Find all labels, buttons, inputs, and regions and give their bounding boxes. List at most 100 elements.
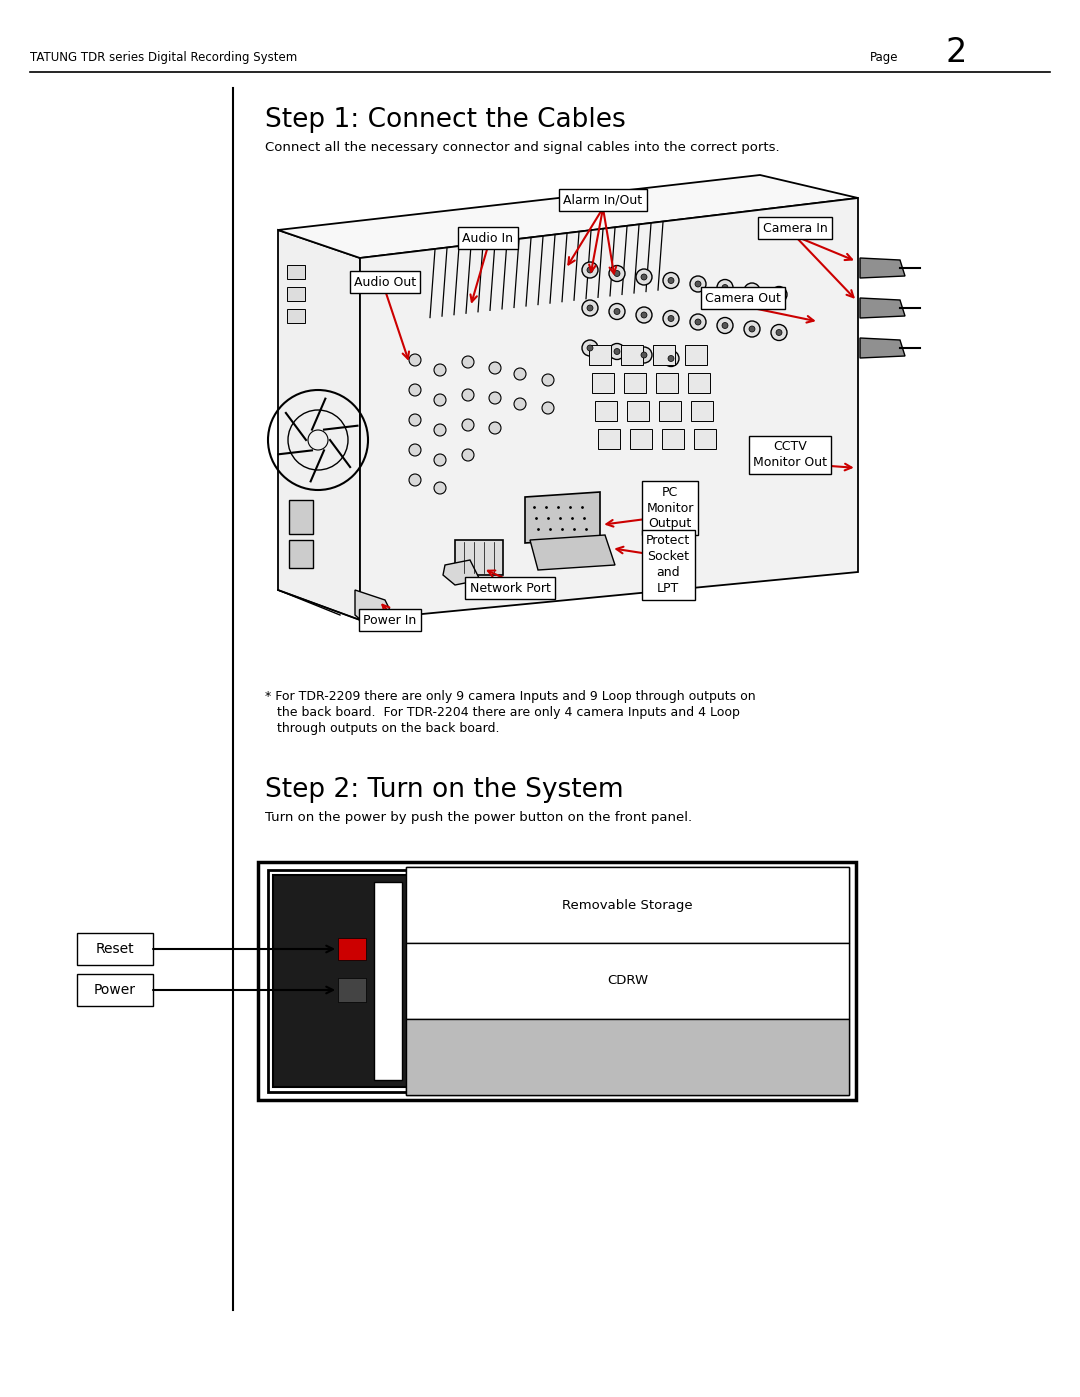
Circle shape [636, 307, 652, 323]
Circle shape [744, 321, 760, 337]
Circle shape [663, 310, 679, 327]
Circle shape [588, 305, 593, 312]
Circle shape [690, 314, 706, 330]
Bar [589, 345, 611, 365]
Text: CDRW: CDRW [607, 975, 648, 988]
Text: Network Port: Network Port [470, 581, 551, 595]
Circle shape [750, 326, 755, 332]
Circle shape [609, 303, 625, 320]
Circle shape [434, 482, 446, 495]
Text: Audio In: Audio In [462, 232, 513, 244]
Circle shape [642, 274, 647, 279]
Circle shape [489, 422, 501, 434]
Circle shape [462, 448, 474, 461]
Polygon shape [860, 298, 905, 319]
Bar [691, 401, 713, 420]
Circle shape [750, 288, 755, 293]
Circle shape [771, 286, 787, 303]
Circle shape [717, 317, 733, 334]
Circle shape [696, 281, 701, 286]
Circle shape [642, 312, 647, 319]
Circle shape [615, 348, 620, 355]
Bar [338, 978, 366, 1002]
Bar [627, 401, 649, 420]
Text: Camera Out: Camera Out [705, 292, 781, 305]
Text: Step 2: Turn on the System: Step 2: Turn on the System [265, 777, 623, 803]
Bar [77, 933, 153, 965]
Bar [406, 868, 849, 1095]
Circle shape [609, 265, 625, 282]
Circle shape [717, 279, 733, 296]
Circle shape [690, 277, 706, 292]
Bar [624, 373, 646, 393]
Circle shape [489, 393, 501, 404]
Circle shape [642, 352, 647, 358]
Bar [406, 943, 849, 1018]
Text: * For TDR-2209 there are only 9 camera Inputs and 9 Loop through outputs on: * For TDR-2209 there are only 9 camera I… [265, 690, 756, 703]
Circle shape [489, 362, 501, 374]
Text: PC
Monitor
Output: PC Monitor Output [646, 486, 693, 531]
Circle shape [582, 263, 598, 278]
Text: Removable Storage: Removable Storage [563, 898, 692, 911]
Polygon shape [530, 535, 615, 570]
Circle shape [409, 384, 421, 395]
Bar [688, 373, 710, 393]
Circle shape [777, 292, 782, 298]
Text: Step 1: Connect the Cables: Step 1: Connect the Cables [265, 108, 625, 133]
Bar [630, 429, 652, 448]
Bar [268, 870, 416, 1092]
Bar [656, 373, 678, 393]
Circle shape [542, 374, 554, 386]
Bar [659, 401, 681, 420]
Bar [595, 401, 617, 420]
Bar [685, 345, 707, 365]
Circle shape [669, 316, 674, 321]
Circle shape [771, 324, 787, 341]
Bar [406, 1018, 849, 1095]
Text: the back board.  For TDR-2204 there are only 4 camera Inputs and 4 Loop: the back board. For TDR-2204 there are o… [265, 705, 740, 719]
Bar [621, 345, 643, 365]
Circle shape [615, 309, 620, 314]
Circle shape [663, 272, 679, 289]
Polygon shape [278, 175, 858, 258]
Text: Power In: Power In [363, 613, 417, 626]
Bar [653, 345, 675, 365]
Circle shape [462, 388, 474, 401]
Circle shape [462, 356, 474, 367]
Polygon shape [860, 258, 905, 278]
Text: 2: 2 [945, 36, 967, 70]
Bar [592, 373, 615, 393]
Circle shape [409, 474, 421, 486]
Circle shape [542, 402, 554, 414]
Circle shape [582, 339, 598, 356]
Text: through outputs on the back board.: through outputs on the back board. [265, 722, 499, 735]
Circle shape [434, 394, 446, 407]
Circle shape [615, 271, 620, 277]
Bar [287, 265, 305, 279]
Text: Connect all the necessary connector and signal cables into the correct ports.: Connect all the necessary connector and … [265, 141, 780, 155]
Bar [374, 882, 402, 1080]
Bar [287, 309, 305, 323]
Circle shape [434, 365, 446, 376]
Bar [338, 937, 366, 960]
Bar [455, 541, 503, 576]
Circle shape [514, 367, 526, 380]
Circle shape [409, 353, 421, 366]
Polygon shape [525, 492, 600, 543]
Circle shape [434, 425, 446, 436]
Text: Alarm In/Out: Alarm In/Out [564, 194, 643, 207]
Text: Audio Out: Audio Out [354, 275, 416, 289]
Text: TATUNG TDR series Digital Recording System: TATUNG TDR series Digital Recording Syst… [30, 50, 297, 63]
Bar [598, 429, 620, 448]
Text: Reset: Reset [96, 942, 134, 956]
Circle shape [582, 300, 598, 316]
Circle shape [669, 278, 674, 284]
Circle shape [636, 270, 652, 285]
Circle shape [409, 414, 421, 426]
Circle shape [588, 345, 593, 351]
Bar [662, 429, 684, 448]
Circle shape [409, 444, 421, 455]
Circle shape [696, 319, 701, 326]
Bar [287, 286, 305, 300]
Circle shape [777, 330, 782, 335]
